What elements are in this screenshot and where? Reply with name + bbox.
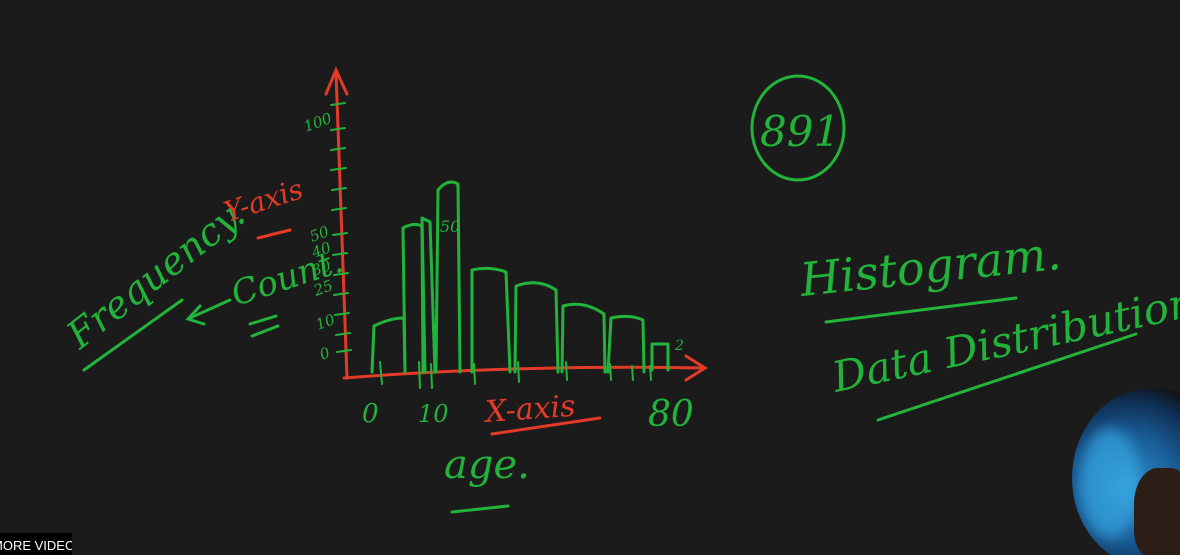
x-tick-10: 10 [418,400,449,428]
avatar-face [1134,468,1180,555]
bar-6 [513,281,560,374]
bar-label-peak: 50 [440,217,460,236]
histogram-title-underline [824,296,1018,324]
data-distribution-underline [876,332,1138,422]
bar-4 [434,180,462,374]
x-axis-name: age. [444,442,530,488]
avatar-glow [1080,428,1140,538]
y-tick-0: 0 [317,343,333,363]
bar-9 [650,342,670,372]
frequency-label: Frequency. [58,192,253,358]
y-tick-10: 10 [313,310,338,334]
y-tick-100: 100 [301,109,334,136]
bar-5 [470,266,512,374]
bar-1 [370,316,407,374]
y-tick-25: 25 [310,276,335,300]
y-tick-marks [330,102,352,353]
bar-2 [401,222,425,374]
arrow-left-icon [185,298,232,326]
y-axis-label: Y-axis [220,172,307,228]
y-tick-40: 40 [308,238,333,262]
x-tick-marks [379,361,652,389]
circled-number: 891 [760,107,840,156]
bar-3 [420,216,437,374]
bar-8 [606,314,646,374]
more-videos-button[interactable]: MORE VIDEOS [0,533,72,555]
x-axis-arrow [342,354,708,382]
x-axis-name-underline [450,504,510,514]
x-tick-0: 0 [362,399,379,429]
bar-7 [560,302,607,374]
x-axis-label-underline [490,416,602,436]
equals-sign [248,314,280,338]
y-tick-30: 30 [309,256,334,280]
number-circle [750,74,846,182]
frequency-underline [82,298,184,372]
y-tick-50: 50 [307,222,332,246]
y-axis-arrow [324,66,349,380]
y-axis-label-underline [256,228,292,240]
histogram-bars [370,180,670,374]
x-tick-80: 80 [648,394,694,435]
histogram-title: Histogram. [797,226,1064,307]
bar-label-small: 2 [674,338,684,354]
y-tick-labels: 100 50 40 30 25 10 0 [301,109,338,364]
